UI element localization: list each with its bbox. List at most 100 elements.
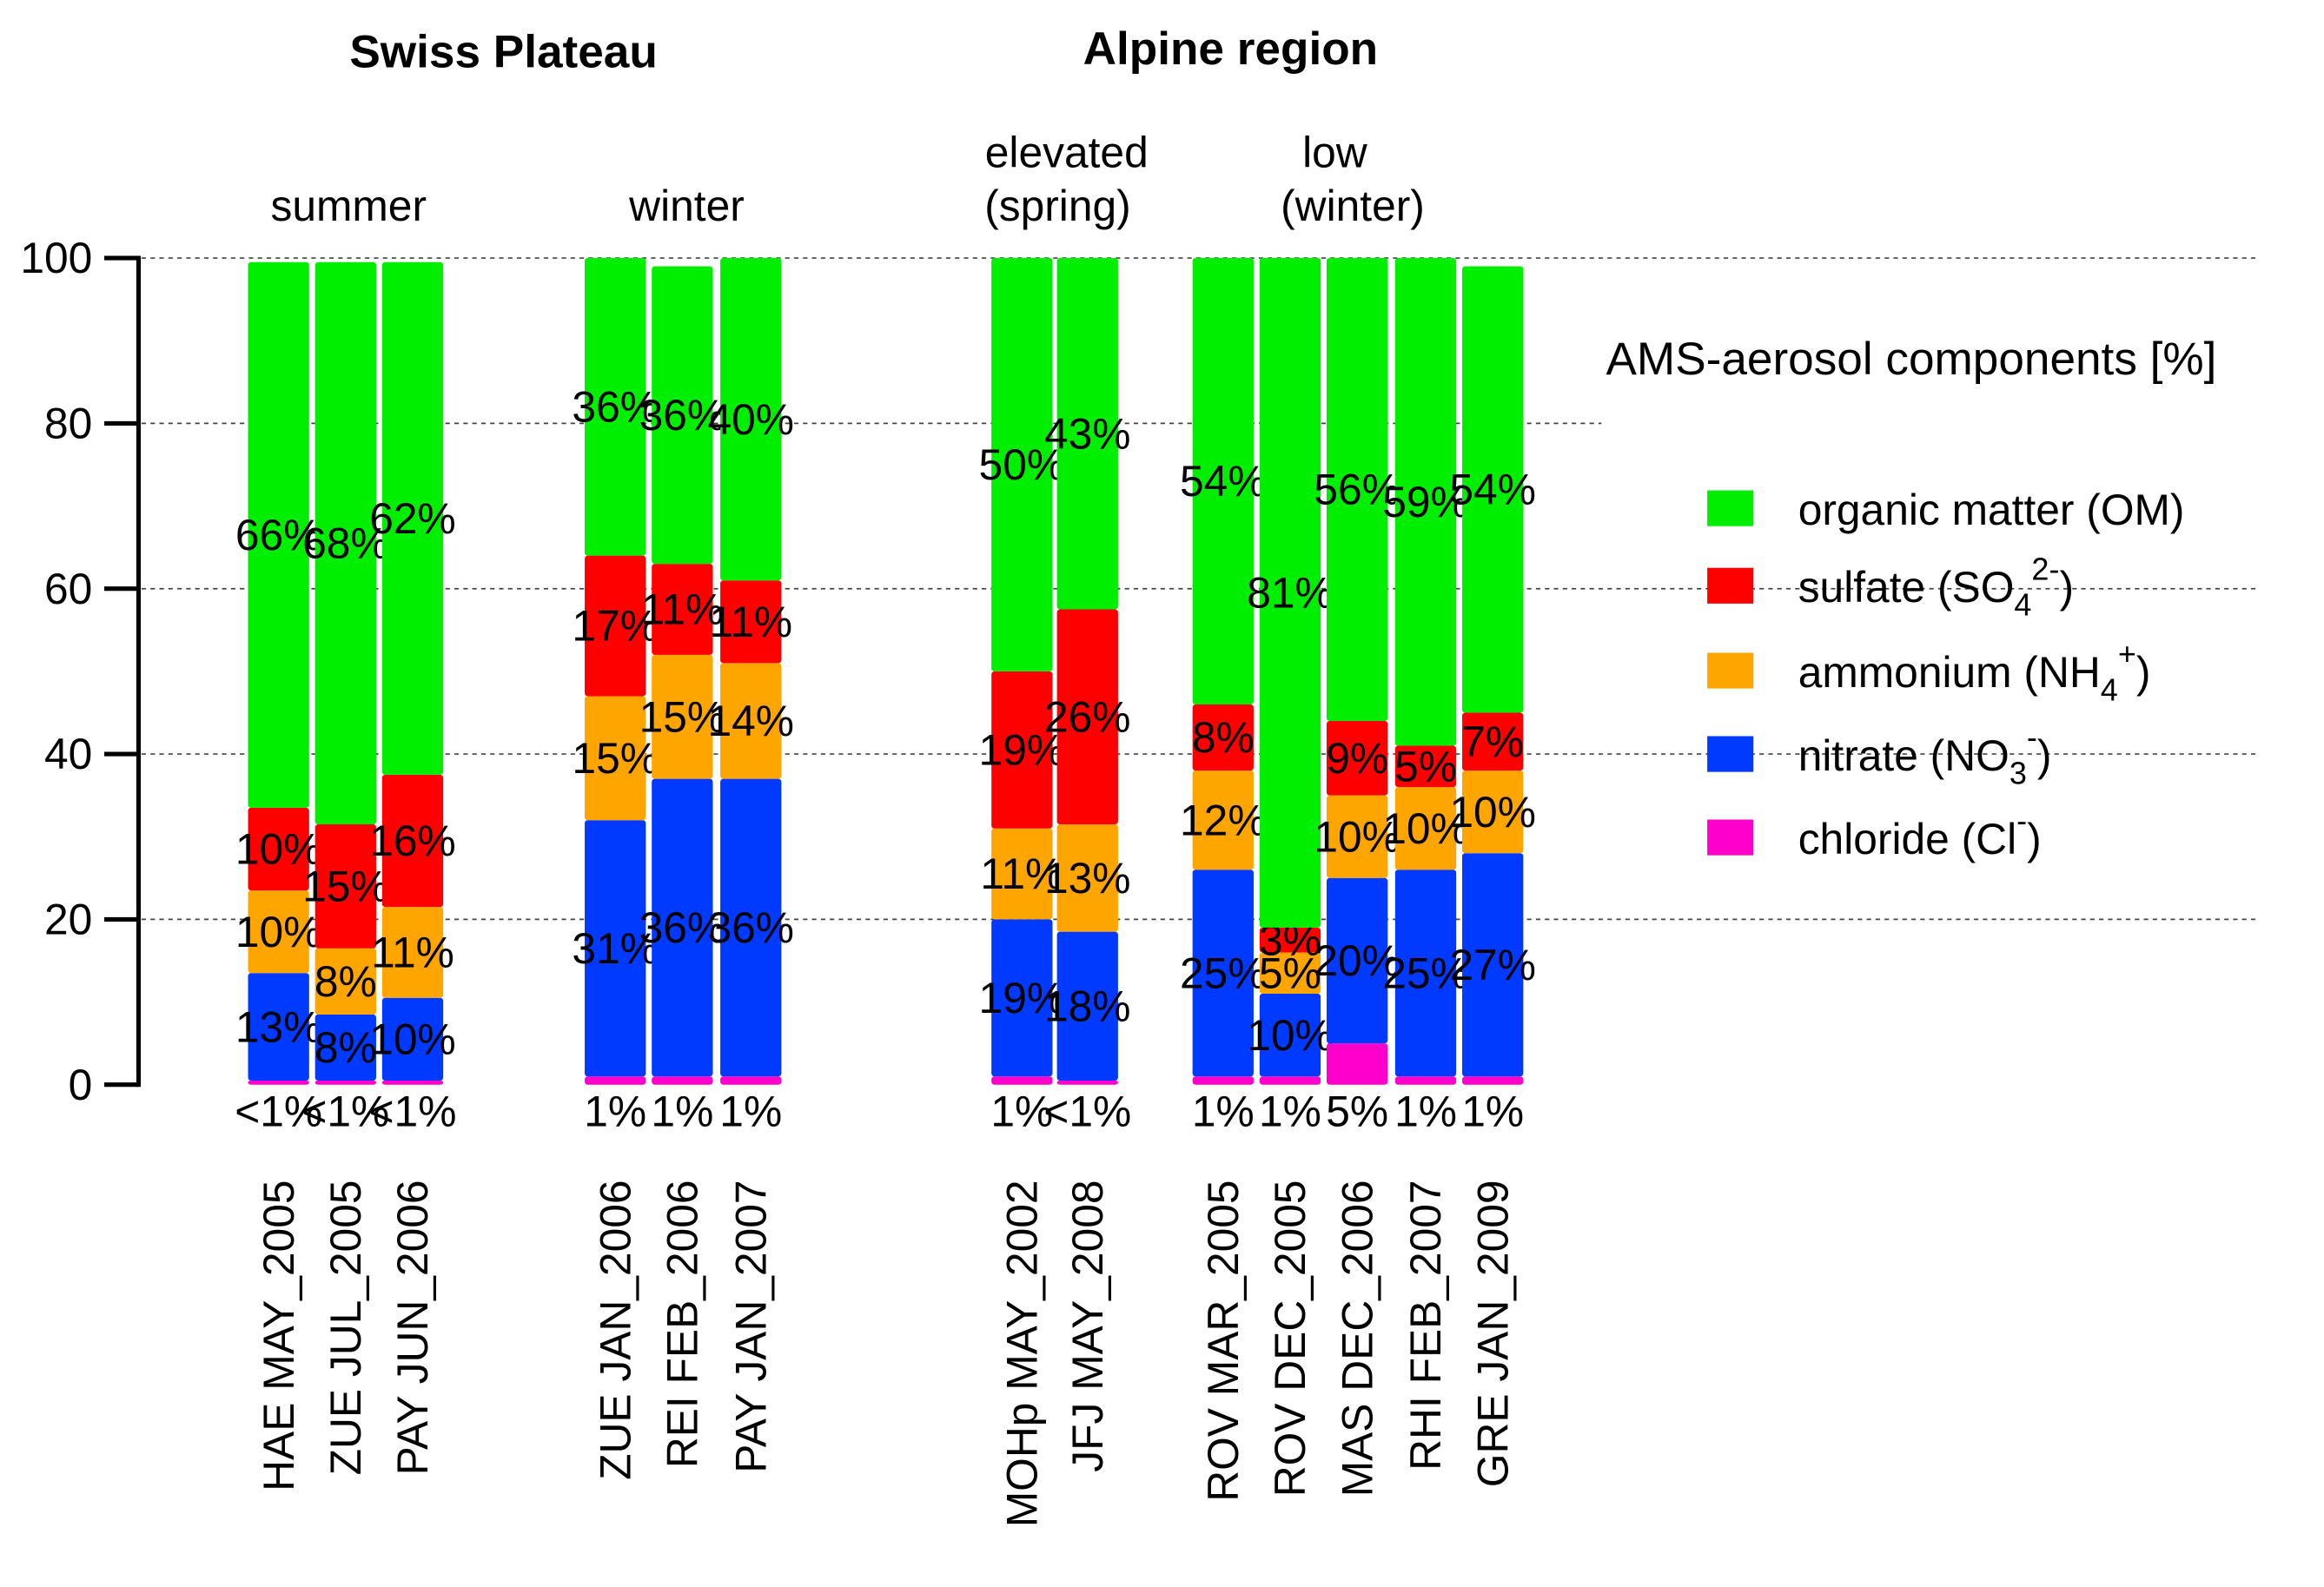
segment-no3 — [1056, 931, 1118, 1081]
data-label-no3: 13% — [235, 1002, 322, 1051]
data-label-cl: 1% — [1461, 1088, 1524, 1136]
segment-nh4 — [248, 890, 309, 974]
data-label-cl: 5% — [1326, 1088, 1388, 1136]
group-title-swiss-plateau: Swiss Plateau — [349, 27, 657, 78]
data-label-no3: 25% — [1382, 949, 1469, 997]
data-label-cl: 1% — [1192, 1088, 1255, 1136]
segment-so4 — [991, 671, 1053, 829]
data-label-nh4: 13% — [1044, 854, 1131, 903]
segment-so4 — [1394, 745, 1457, 788]
segment-om — [1462, 266, 1524, 713]
y-tick-label-20: 20 — [44, 896, 92, 944]
segment-cl — [652, 1076, 713, 1085]
segment-so4 — [1259, 927, 1321, 953]
segment-so4 — [585, 555, 646, 697]
data-label-om: 66% — [235, 511, 322, 559]
segment-no3 — [585, 820, 646, 1077]
data-label-nh4: 11% — [371, 929, 454, 977]
category-label: RHI FEB_2007 — [1401, 1180, 1450, 1470]
data-label-cl: <1% — [1043, 1088, 1131, 1136]
data-label-no3: 8% — [315, 1023, 377, 1072]
segment-om — [585, 258, 646, 556]
data-label-no3: 18% — [1044, 982, 1131, 1030]
legend-label: ammonium (NH4+) — [1798, 636, 2151, 707]
data-label-nh4: 10% — [1449, 788, 1536, 836]
data-label-nh4: 10% — [1314, 812, 1400, 861]
segment-cl — [315, 1080, 376, 1085]
legend: organic matter (OM) sulfate (SO42-) ammoni… — [1707, 486, 2185, 863]
segment-nh4 — [315, 948, 376, 1015]
segment-om — [991, 258, 1053, 671]
data-label-so4: 17% — [572, 602, 659, 651]
segment-so4 — [1326, 720, 1388, 796]
segment-nh4 — [381, 907, 444, 998]
legend-item-nh4: ammonium (NH4+) — [1707, 636, 2150, 707]
data-label-so4: 5% — [1394, 742, 1457, 790]
segment-nh4 — [720, 663, 782, 779]
data-label-cl: <1% — [235, 1088, 322, 1136]
legend-swatch — [1707, 652, 1754, 689]
segment-no3 — [381, 997, 444, 1081]
segment-so4 — [720, 580, 782, 664]
segment-om — [248, 261, 309, 808]
legend-label: sulfate (SO42-) — [1798, 551, 2074, 622]
segment-no3 — [652, 778, 713, 1077]
data-label-nh4: 11% — [980, 850, 1063, 898]
bar-gre-jan-2009: 1% 27% 10% 7% 54% — [1449, 266, 1536, 1136]
segment-om — [1192, 258, 1254, 704]
data-label-cl: <1% — [369, 1088, 457, 1136]
legend-swatch — [1707, 567, 1754, 604]
legend-swatch — [1707, 490, 1754, 526]
data-label-nh4: 10% — [1382, 804, 1469, 853]
data-label-cl: 1% — [719, 1088, 782, 1136]
data-label-cl: 1% — [1259, 1088, 1321, 1136]
category-label: MOHp MAY_2002 — [997, 1180, 1046, 1527]
segment-nh4 — [1394, 787, 1457, 870]
data-label-om: 36% — [572, 383, 659, 432]
category-label: ROV DEC_2005 — [1266, 1180, 1314, 1497]
y-axis: 0 20 40 60 80 100 — [20, 234, 142, 1109]
legend-item-om: organic matter (OM) — [1707, 486, 2185, 534]
segment-om — [652, 266, 713, 565]
bar-mas-dec-2006: 5% 20% 10% 9% 56% — [1314, 258, 1400, 1136]
data-label-no3: 19% — [979, 974, 1066, 1022]
segment-cl — [1326, 1043, 1388, 1085]
bar-rov-dec-2005: 1%10%5%3%81% — [1247, 258, 1334, 1136]
y-tick-label-0: 0 — [69, 1061, 93, 1109]
subgroup-summer: summer — [270, 182, 427, 230]
data-label-om: 68% — [302, 519, 389, 568]
data-label-om: 62% — [369, 494, 456, 543]
data-label-no3: 10% — [1247, 1011, 1334, 1060]
segment-no3 — [315, 1014, 376, 1081]
subgroup-winter: winter — [628, 182, 745, 230]
bar-zue-jul-2005: <1% 8% 8% 15% 68% — [301, 261, 389, 1136]
category-label: MAS DEC_2006 — [1333, 1180, 1381, 1497]
segment-nh4 — [1462, 770, 1524, 854]
y-tick-label-100: 100 — [20, 234, 92, 282]
data-label-om: 56% — [1314, 466, 1400, 514]
segment-no3 — [1462, 853, 1524, 1077]
segment-no3 — [1394, 870, 1457, 1077]
segment-so4 — [1192, 704, 1254, 771]
segment-no3 — [720, 778, 782, 1077]
y-tick-label-40: 40 — [44, 730, 92, 778]
legend-label: organic matter (OM) — [1798, 486, 2185, 534]
data-label-om: 54% — [1449, 466, 1536, 514]
bar-pay-jan-2007: 1% 36% 14% 11% 40% — [707, 258, 794, 1136]
data-label-no3: 10% — [369, 1015, 456, 1064]
bar-hae-may-2005: <1% 13% 10% 10% 66% — [235, 261, 322, 1136]
data-label-nh4: 15% — [639, 692, 726, 741]
data-label-om: 54% — [1180, 457, 1267, 506]
segment-cl — [1462, 1076, 1524, 1085]
bar-jfj-may-2008: <1% 18% 13% 26% 43% — [1043, 258, 1131, 1136]
segment-cl — [720, 1076, 782, 1085]
data-label-nh4: 10% — [235, 908, 322, 956]
data-label-nh4: 14% — [707, 697, 794, 745]
segment-cl — [381, 1080, 444, 1085]
category-label: PAY JUN_2006 — [388, 1180, 437, 1475]
data-label-om: 43% — [1044, 409, 1131, 458]
segment-cl — [991, 1076, 1053, 1085]
bar-rov-mar-2005: 1% 25% 12% 8% 54% — [1180, 258, 1267, 1136]
subgroup-spring: (spring) — [984, 182, 1131, 230]
y-tick-label-80: 80 — [44, 400, 92, 448]
